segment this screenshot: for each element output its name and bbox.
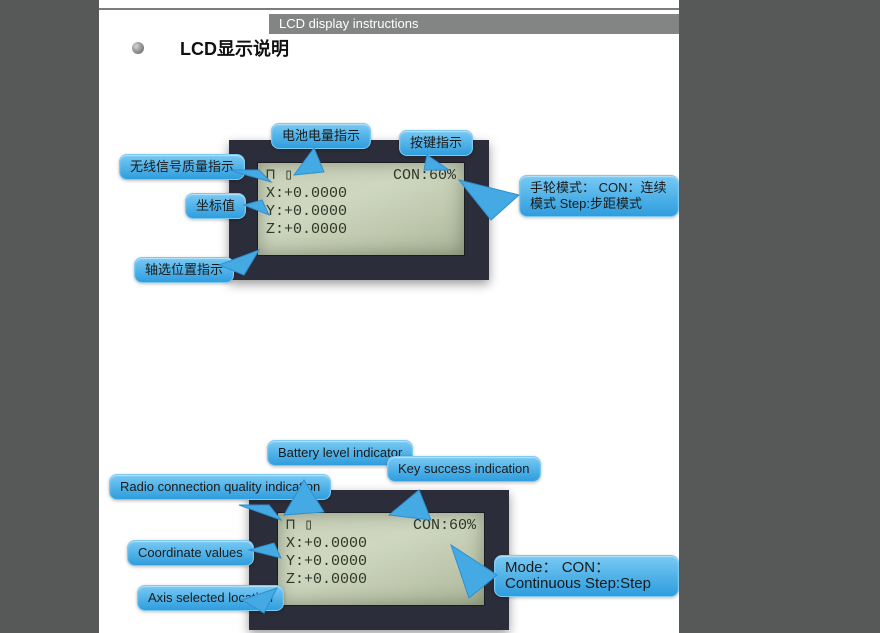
lcd-line-y: Y:+0.0000 bbox=[286, 553, 476, 571]
lcd-top-right: CON:60% bbox=[413, 517, 476, 535]
lcd-screen: ⊓ ▯ CON:60% X:+0.0000 Y:+0.0000 Z:+0.000… bbox=[257, 162, 465, 256]
document-page: LCD显示说明 LCD display instructions ⊓ ▯ CON… bbox=[99, 0, 679, 633]
callout-radio-cn: 无线信号质量指示 bbox=[119, 154, 245, 180]
callout-radio-en: Radio connection quality indication bbox=[109, 474, 331, 500]
callout-mode-en: Mode： CON：Continuous Step:Step bbox=[494, 555, 679, 597]
lcd-line-x: X:+0.0000 bbox=[266, 185, 456, 203]
callout-coord-cn: 坐标值 bbox=[185, 193, 246, 219]
lcd-bezel: ⊓ ▯ CON:60% X:+0.0000 Y:+0.0000 Z:+0.000… bbox=[249, 490, 509, 630]
title-cn: 显示说明 bbox=[217, 39, 289, 59]
lcd-line-x: X:+0.0000 bbox=[286, 535, 476, 553]
title-prefix: LCD bbox=[180, 39, 217, 59]
lcd-bezel: ⊓ ▯ CON:60% X:+0.0000 Y:+0.0000 Z:+0.000… bbox=[229, 140, 489, 280]
lcd-line-y: Y:+0.0000 bbox=[266, 203, 456, 221]
lcd-top-left: ⊓ ▯ bbox=[286, 517, 313, 535]
lcd-figure-cn: ⊓ ▯ CON:60% X:+0.0000 Y:+0.0000 Z:+0.000… bbox=[229, 140, 489, 280]
bullet-icon bbox=[132, 42, 144, 54]
lcd-line-z: Z:+0.0000 bbox=[286, 571, 476, 589]
callout-axis-en: Axis selected location bbox=[137, 585, 284, 611]
callout-axis-cn: 轴选位置指示 bbox=[134, 257, 234, 283]
section-header: LCD显示说明 bbox=[132, 14, 289, 82]
callout-battery-cn: 电池电量指示 bbox=[271, 123, 371, 149]
callout-key-cn: 按键指示 bbox=[399, 130, 473, 156]
top-rule bbox=[99, 8, 679, 10]
lcd-top-left: ⊓ ▯ bbox=[266, 167, 293, 185]
lcd-screen: ⊓ ▯ CON:60% X:+0.0000 Y:+0.0000 Z:+0.000… bbox=[277, 512, 485, 606]
lcd-figure-en: ⊓ ▯ CON:60% X:+0.0000 Y:+0.0000 Z:+0.000… bbox=[249, 490, 509, 630]
callout-key-en: Key success indication bbox=[387, 456, 541, 482]
callout-coord-en: Coordinate values bbox=[127, 540, 254, 566]
lcd-line-z: Z:+0.0000 bbox=[266, 221, 456, 239]
header-subtitle: LCD display instructions bbox=[269, 14, 679, 34]
lcd-row-top: ⊓ ▯ CON:60% bbox=[286, 517, 476, 535]
lcd-row-top: ⊓ ▯ CON:60% bbox=[266, 167, 456, 185]
callout-mode-cn: 手轮模式： CON：连续模式 Step:步距模式 bbox=[519, 175, 679, 217]
lcd-top-right: CON:60% bbox=[393, 167, 456, 185]
